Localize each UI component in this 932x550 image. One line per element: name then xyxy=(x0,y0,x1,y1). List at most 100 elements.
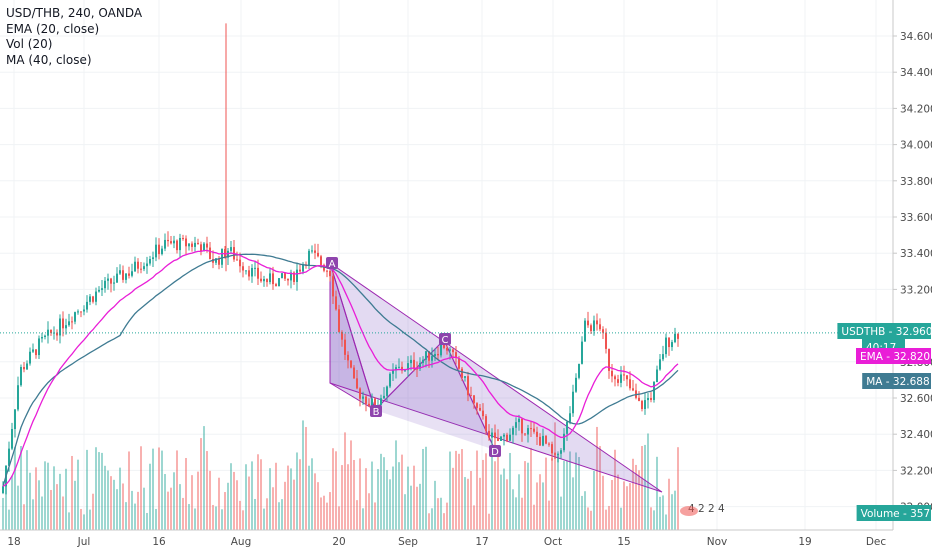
candle-body xyxy=(497,438,499,441)
volume-bar xyxy=(533,504,535,530)
volume-bar xyxy=(266,498,268,530)
volume-bar xyxy=(254,498,256,530)
candle-body xyxy=(290,272,292,281)
x-tick-label: Aug xyxy=(231,536,252,548)
volume-bar xyxy=(407,466,409,530)
volume-bar xyxy=(383,457,385,530)
candle-body xyxy=(509,434,511,441)
volume-bar xyxy=(332,448,334,530)
candle-body xyxy=(593,320,595,332)
candle-body xyxy=(482,410,484,417)
candle-body xyxy=(626,375,628,380)
candle-body xyxy=(140,268,142,270)
price-tag xyxy=(862,373,931,389)
candle-body xyxy=(131,271,133,276)
candle-body xyxy=(359,388,361,399)
volume-bar xyxy=(14,447,16,530)
volume-bar xyxy=(443,513,445,530)
volume-bar xyxy=(623,481,625,530)
candle-body xyxy=(194,242,196,247)
volume-bar xyxy=(104,465,106,530)
volume-bar xyxy=(596,426,598,530)
candle-body xyxy=(416,368,418,370)
candle-body xyxy=(101,288,103,290)
candle-body xyxy=(287,278,289,281)
candle-body xyxy=(293,272,295,282)
pattern-point-a xyxy=(326,257,338,269)
volume-bar xyxy=(470,471,472,530)
volume-bar xyxy=(257,454,259,530)
volume-bar xyxy=(212,504,214,530)
volume-bar xyxy=(188,504,190,530)
volume-bar xyxy=(50,489,52,530)
candle-body xyxy=(302,264,304,272)
candle-body xyxy=(116,273,118,283)
volume-bar xyxy=(590,510,592,530)
event-flag-icon xyxy=(680,506,698,516)
volume-bar xyxy=(449,451,451,530)
legend-vol[interactable]: Vol (20) xyxy=(6,37,53,51)
candle-body xyxy=(23,367,25,370)
volume-bar xyxy=(194,508,196,530)
price-axis[interactable]: 34.600 34.400 34.200 34.000 33.800 33.600 33.4… xyxy=(892,0,932,530)
candle-body xyxy=(191,243,193,247)
volume-bar xyxy=(302,420,304,530)
candle-body xyxy=(422,359,424,363)
volume-bar xyxy=(359,458,361,530)
volume-bar xyxy=(59,473,61,530)
y-tick-label: 32.600 xyxy=(900,393,932,405)
candle-body xyxy=(506,434,508,441)
chart-legend: USD/THB, 240, OANDA EMA (20, close) Vol … xyxy=(6,6,142,68)
volume-bar xyxy=(287,465,289,530)
volume-bar xyxy=(512,489,514,530)
volume-bar xyxy=(89,509,91,530)
volume-bar xyxy=(539,474,541,530)
volume-bar xyxy=(38,480,40,530)
candle-body xyxy=(407,363,409,371)
volume-bar xyxy=(134,503,136,530)
candle-body xyxy=(620,374,622,383)
legend-ma[interactable]: MA (40, close) xyxy=(6,52,92,67)
volume-bar xyxy=(158,447,160,530)
volume-bar xyxy=(545,457,547,530)
ma-line xyxy=(2,253,679,487)
volume-bar xyxy=(662,495,664,530)
volume-bar xyxy=(488,513,490,530)
volume-bar xyxy=(215,506,217,530)
x-tick-label: 18 xyxy=(7,536,20,548)
legend-symbol[interactable]: USD/THB, 240, OANDA xyxy=(6,6,143,20)
candle-body xyxy=(215,258,217,263)
volume-bar xyxy=(11,475,13,530)
candle-body xyxy=(272,273,274,285)
pattern-label: B xyxy=(373,407,380,418)
volume-bar xyxy=(659,496,661,530)
candle-body xyxy=(458,358,460,369)
candle-body xyxy=(653,381,655,400)
candle-body xyxy=(218,258,220,265)
volume-bar xyxy=(284,481,286,530)
candle-body xyxy=(350,360,352,368)
volume-bar xyxy=(410,485,412,530)
candle-body xyxy=(401,366,403,371)
candle-body xyxy=(236,259,238,261)
volume-bar xyxy=(236,480,238,530)
volume-bar xyxy=(419,483,421,530)
volume-bar xyxy=(44,461,46,530)
volume-bar xyxy=(671,494,673,530)
volume-bar xyxy=(230,463,232,530)
volume-bar xyxy=(467,478,469,530)
volume-bar xyxy=(5,473,7,530)
volume-bar xyxy=(20,446,22,530)
candle-body xyxy=(557,453,559,455)
legend-ema[interactable]: EMA (20, close) xyxy=(6,21,100,36)
candle-body xyxy=(449,349,451,351)
candle-body xyxy=(134,261,136,272)
volume-bar xyxy=(116,489,118,530)
time-axis[interactable]: 18 Jul 16 Aug 20 Sep 17 Oct 15 Nov 19 Dec xyxy=(0,529,893,548)
volume-bar xyxy=(554,422,556,530)
volume-bar xyxy=(380,453,382,530)
volume-bar xyxy=(428,513,430,530)
candle-body xyxy=(386,386,388,396)
volume-bar xyxy=(362,508,364,530)
